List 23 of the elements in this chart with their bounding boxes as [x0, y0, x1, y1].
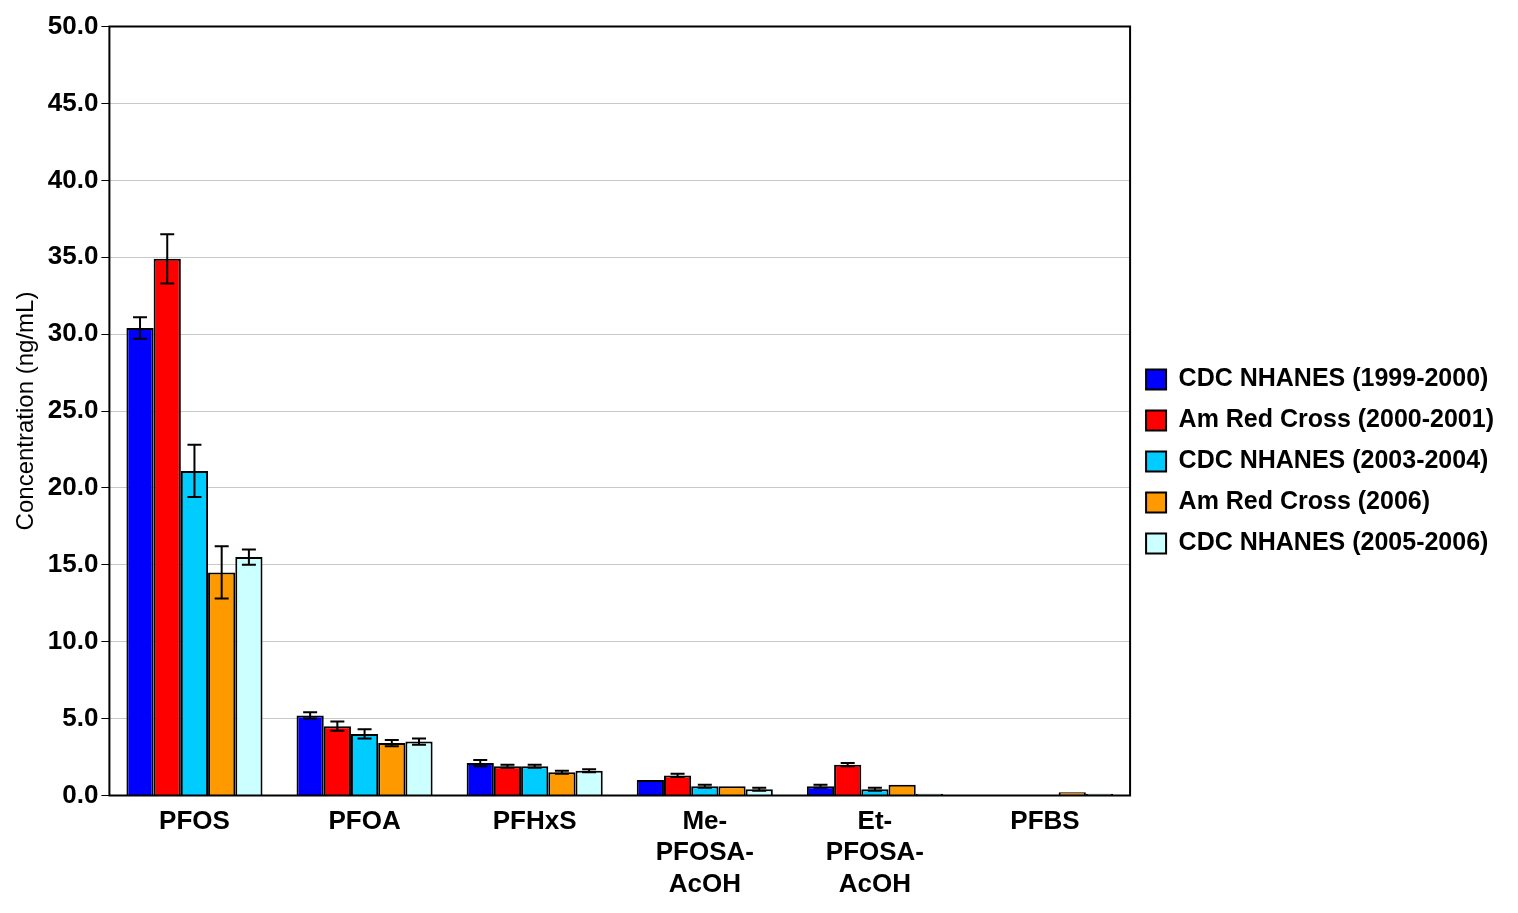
y-tick-label: 20.0: [47, 471, 99, 502]
legend-label: CDC NHANES (1999-2000): [1178, 363, 1489, 392]
x-tick-label: Me-PFOSA-AcOH: [655, 805, 754, 898]
y-tick-label: 35.0: [47, 240, 99, 271]
y-tick-label: 30.0: [47, 317, 99, 348]
y-tick-label: 15.0: [47, 547, 99, 578]
y-tick-label: 40.0: [47, 163, 99, 194]
y-tick-label: 25.0: [47, 394, 99, 425]
y-tick-label: 45.0: [47, 86, 99, 117]
legend-label: CDC NHANES (2003-2004): [1178, 445, 1489, 474]
x-tick-label: Et-PFOSA-AcOH: [825, 805, 925, 898]
x-tick-label: PFOA: [328, 805, 401, 836]
y-tick-label: 50.0: [47, 9, 99, 40]
y-tick-label: 10.0: [47, 624, 99, 655]
x-tick-label: PFOS: [159, 805, 230, 836]
x-tick-label: PFBS: [1010, 805, 1080, 836]
y-axis-title: Concentration (ng/mL): [11, 291, 39, 531]
x-tick-label: PFHxS: [492, 805, 577, 836]
legend-label: Am Red Cross (2006): [1178, 486, 1431, 515]
y-tick-label: 0.0: [62, 778, 99, 809]
legend-label: CDC NHANES (2005-2006): [1178, 527, 1489, 556]
legend-label: Am Red Cross (2000-2001): [1178, 404, 1494, 433]
y-tick-label: 5.0: [62, 701, 99, 732]
